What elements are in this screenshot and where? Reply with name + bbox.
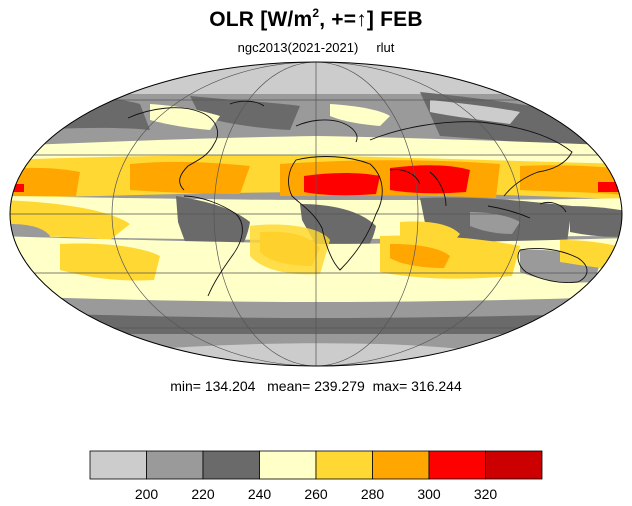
region-south-indian-orange [390,244,450,268]
region-east-pacific-red [598,182,622,192]
colorbar-swatch [315,450,373,480]
region-europe-light [330,104,390,126]
colorbar-tick-label: 240 [248,486,272,502]
colorbar-swatch [89,450,147,480]
colorbar-tick-label: 260 [304,486,328,502]
globe-outline [9,61,623,367]
colorbar-swatch [146,450,204,480]
subtitle-variable: rlut [376,40,395,55]
plot-title: OLR [W/m2, +=↑] FEB [209,6,423,31]
stat-mean-value: 239.279 [314,378,365,394]
statistics-line: min= 134.204 mean= 239.279 max= 316.244 [0,378,632,394]
world-map [9,61,623,367]
region-atlantic-orange [130,161,250,194]
colorbar-tick-label: 220 [191,486,215,502]
coastlines [79,97,588,297]
colorbar-tick-label: 280 [361,486,385,502]
region-arabia-red [390,165,470,194]
colorbar-swatch [202,450,260,480]
region-warm-pool-light [470,212,520,234]
colorbar-swatch [428,450,486,480]
region-south-atlantic-yellow [250,224,330,275]
region-siberia-light [430,100,520,124]
colorbar-swatch [485,450,543,480]
region-pacific-orange-west [10,167,80,197]
stat-min-value: 134.204 [204,378,256,394]
stat-mean-label: mean= [267,378,311,394]
colorbar-tick-label: 320 [474,486,498,502]
region-central-pacific-dark [570,206,622,237]
colorbar-tick-label: 200 [135,486,159,502]
colorbar-swatch [372,450,430,480]
stat-min-label: min= [170,378,201,394]
region-north-atlantic-gray [190,96,300,130]
stat-max-label: max= [372,378,408,394]
region-south-pacific-orange [60,243,160,281]
region-north-america-light [150,104,220,130]
colorbar-swatch [259,450,317,480]
stat-max-value: 316.244 [411,378,462,394]
region-sahara-red [304,173,380,196]
subtitle-dataset: ngc2013(2021-2021) [237,40,359,55]
plot-subtitle: ngc2013(2021-2021) rlut [0,40,632,55]
colorbar-tick-label: 300 [417,486,441,502]
